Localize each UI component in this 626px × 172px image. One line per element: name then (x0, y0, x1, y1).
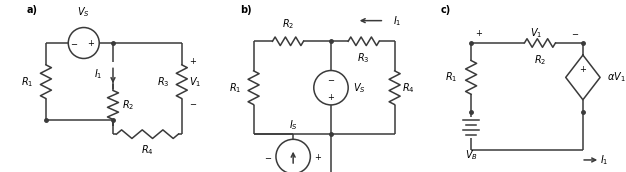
Text: $-$: $-$ (70, 39, 78, 47)
Text: $R_4$: $R_4$ (141, 143, 154, 157)
Text: $I_S$: $I_S$ (289, 119, 297, 132)
Text: $-$: $-$ (572, 28, 580, 37)
Text: $+$: $+$ (579, 64, 587, 74)
Text: $+$: $+$ (327, 92, 335, 102)
Text: $+$: $+$ (188, 56, 197, 66)
Text: $+$: $+$ (475, 28, 483, 38)
Text: $-$: $-$ (327, 74, 335, 83)
Text: $V_1$: $V_1$ (530, 26, 543, 40)
Text: $R_1$: $R_1$ (229, 81, 242, 95)
Text: $R_3$: $R_3$ (157, 75, 170, 89)
Text: $\alpha V_1$: $\alpha V_1$ (607, 71, 626, 84)
Text: $R_1$: $R_1$ (445, 71, 458, 84)
Text: $-$: $-$ (264, 152, 272, 161)
Text: $R_3$: $R_3$ (357, 52, 370, 65)
Text: $I_1$: $I_1$ (600, 153, 608, 167)
Text: $R_2$: $R_2$ (121, 98, 134, 112)
Text: $R_2$: $R_2$ (534, 53, 546, 67)
Text: b): b) (240, 5, 252, 15)
Text: $+$: $+$ (314, 152, 322, 162)
Text: a): a) (27, 5, 38, 15)
Text: $R_1$: $R_1$ (21, 75, 34, 89)
Text: $V_1$: $V_1$ (188, 75, 201, 89)
Text: $I_1$: $I_1$ (393, 14, 401, 28)
Text: $V_B$: $V_B$ (464, 148, 478, 162)
Text: $I_1$: $I_1$ (94, 67, 103, 81)
Text: $-$: $-$ (188, 98, 197, 107)
Text: $+$: $+$ (88, 38, 96, 48)
Text: $R_4$: $R_4$ (401, 81, 414, 95)
Text: c): c) (440, 5, 450, 15)
Text: $V_S$: $V_S$ (353, 81, 366, 95)
Text: $V_S$: $V_S$ (78, 5, 90, 19)
Text: $R_2$: $R_2$ (282, 17, 294, 31)
